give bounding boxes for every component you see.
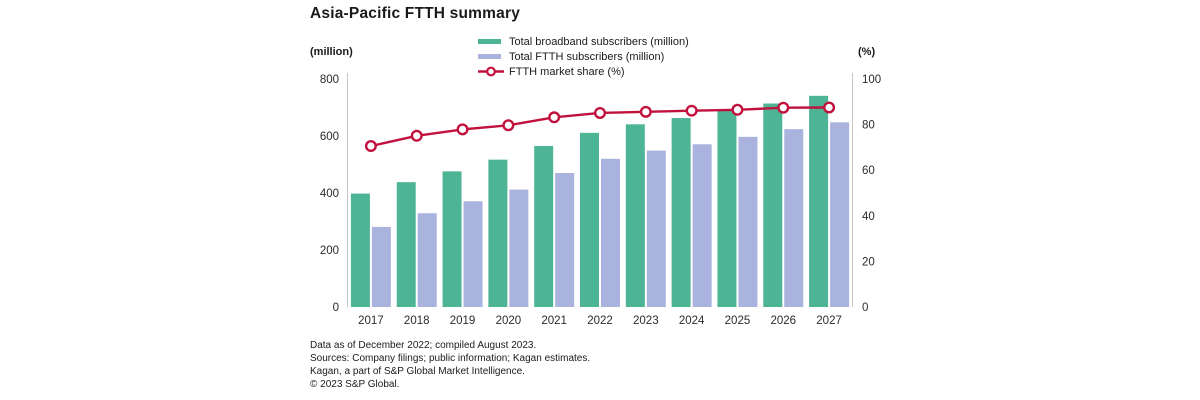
legend: Total broadband subscribers (million) Tot… bbox=[478, 34, 689, 79]
bar-ftth-2022 bbox=[601, 158, 620, 307]
legend-color-swatch bbox=[478, 39, 501, 44]
footer-line-copyright: © 2023 S&P Global. bbox=[310, 379, 400, 390]
left-axis-tick-200: 200 bbox=[320, 245, 339, 257]
year-label-2024: 2024 bbox=[679, 315, 705, 327]
legend-color-swatch bbox=[478, 54, 501, 59]
bar-broadband-2019 bbox=[442, 171, 462, 307]
bar-broadband-2023 bbox=[625, 124, 645, 307]
left-axis-tick-600: 600 bbox=[320, 131, 339, 143]
year-label-2019: 2019 bbox=[450, 315, 476, 327]
right-axis-tick-60: 60 bbox=[862, 165, 875, 177]
ftth-share-marker-2019 bbox=[456, 123, 469, 136]
left-axis-tick-0: 0 bbox=[333, 302, 339, 314]
legend-item-broadband: Total broadband subscribers (million) bbox=[478, 34, 689, 49]
footer-line-sources: Sources: Company filings; public informa… bbox=[310, 353, 591, 364]
line-marker-icon bbox=[478, 66, 504, 77]
plot-area: 0 200 400 600 800 0 20 40 60 80 100 2017 2018 2019 202… bbox=[320, 73, 881, 327]
right-axis-tick-20: 20 bbox=[862, 256, 875, 268]
left-axis-tick-400: 400 bbox=[320, 188, 339, 200]
right-axis-tick-0: 0 bbox=[862, 302, 868, 314]
year-label-2022: 2022 bbox=[587, 315, 613, 327]
ftth-share-marker-2025 bbox=[731, 103, 744, 116]
bar-ftth-2017 bbox=[371, 226, 391, 307]
right-axis-tick-40: 40 bbox=[862, 211, 875, 223]
legend-label: FTTH market share (%) bbox=[509, 65, 625, 78]
year-label-2017: 2017 bbox=[358, 315, 384, 327]
year-label-2020: 2020 bbox=[496, 315, 522, 327]
bar-broadband-2027 bbox=[809, 95, 829, 307]
left-axis-unit-label: (million) bbox=[310, 46, 353, 58]
bar-ftth-2023 bbox=[646, 150, 666, 307]
year-label-2025: 2025 bbox=[725, 315, 751, 327]
bar-ftth-2026 bbox=[784, 129, 804, 307]
bar-broadband-2022 bbox=[580, 132, 599, 307]
right-axis-tick-100: 100 bbox=[862, 74, 881, 86]
legend-line-marker-icon bbox=[478, 66, 504, 77]
chart-title: Asia-Pacific FTTH summary bbox=[310, 5, 521, 22]
year-label-2026: 2026 bbox=[770, 315, 796, 327]
legend-label: Total FTTH subscribers (million) bbox=[509, 50, 665, 63]
bar-ftth-2019 bbox=[463, 201, 483, 307]
ftth-share-marker-2022 bbox=[594, 106, 607, 119]
ftth-share-marker-2027 bbox=[823, 101, 836, 114]
ftth-share-marker-2023 bbox=[639, 105, 652, 118]
bar-broadband-2017 bbox=[350, 193, 370, 307]
ftth-share-marker-2026 bbox=[777, 101, 790, 114]
year-label-2018: 2018 bbox=[404, 315, 430, 327]
ftth-share-marker-2021 bbox=[548, 111, 561, 124]
footer: Data as of December 2022; compiled Augus… bbox=[310, 339, 590, 391]
ftth-share-marker-2017 bbox=[364, 140, 377, 153]
footer-line-kagan: Kagan, a part of S&P Global Market Intel… bbox=[310, 366, 525, 377]
bar-broadband-2024 bbox=[671, 118, 691, 307]
bar-ftth-2025 bbox=[738, 136, 758, 307]
legend-item-ftth: Total FTTH subscribers (million) bbox=[478, 49, 689, 64]
left-axis-tick-800: 800 bbox=[320, 74, 339, 86]
bar-ftth-2021 bbox=[555, 173, 575, 307]
legend-label: Total broadband subscribers (million) bbox=[509, 35, 689, 48]
legend-swatch-icon bbox=[478, 39, 504, 44]
bar-ftth-2020 bbox=[509, 189, 529, 307]
bar-broadband-2026 bbox=[763, 103, 783, 307]
right-axis-unit-label: (%) bbox=[858, 46, 876, 58]
footer-line-data-as-of: Data as of December 2022; compiled Augus… bbox=[310, 340, 537, 351]
legend-item-share: FTTH market share (%) bbox=[478, 64, 689, 79]
bar-ftth-2024 bbox=[692, 144, 712, 307]
bar-broadband-2020 bbox=[488, 159, 508, 307]
bar-broadband-2025 bbox=[717, 110, 737, 307]
year-label-2021: 2021 bbox=[541, 315, 567, 327]
bar-broadband-2018 bbox=[396, 182, 416, 307]
ftth-share-marker-2018 bbox=[410, 129, 423, 142]
bar-ftth-2018 bbox=[417, 213, 437, 307]
bar-broadband-2021 bbox=[534, 145, 554, 307]
bar-ftth-2027 bbox=[830, 122, 850, 307]
ftth-share-marker-2020 bbox=[502, 119, 515, 132]
year-label-2027: 2027 bbox=[816, 315, 842, 327]
ftth-share-marker-2024 bbox=[685, 104, 698, 117]
year-label-2023: 2023 bbox=[633, 315, 659, 327]
right-axis-tick-80: 80 bbox=[862, 120, 875, 132]
legend-swatch-icon bbox=[478, 54, 504, 59]
